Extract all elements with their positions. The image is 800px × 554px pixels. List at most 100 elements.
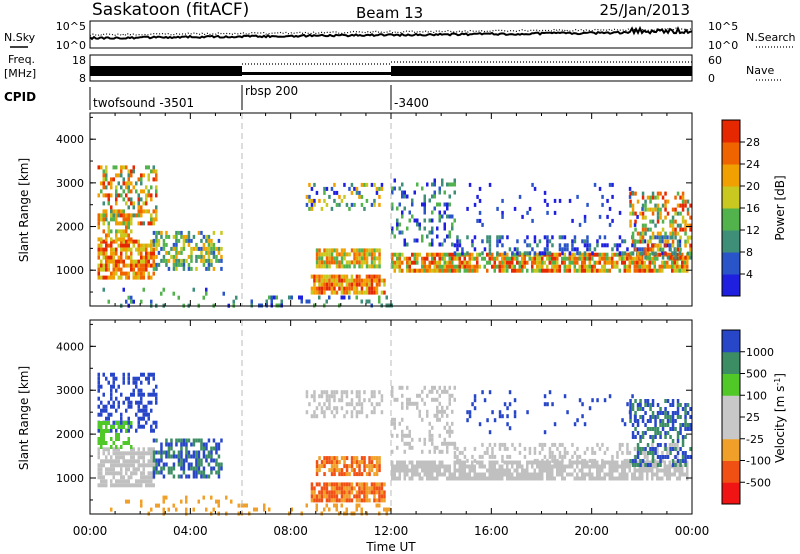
echo-cell	[398, 260, 401, 265]
echo-cell	[653, 256, 656, 261]
echo-cell	[315, 274, 319, 279]
echo-cell	[398, 385, 401, 390]
echo-cell	[548, 476, 551, 481]
echo-cell	[200, 254, 203, 259]
echo-cell	[689, 255, 692, 260]
echo-cell	[676, 191, 680, 196]
echo-cell	[689, 423, 692, 427]
echo-cell	[115, 463, 118, 468]
echo-cell	[423, 206, 426, 211]
echo-cell	[618, 251, 622, 256]
echo-cell	[543, 394, 547, 399]
echo-cell	[496, 251, 499, 256]
echo-cell	[391, 190, 394, 195]
echo-cell	[436, 389, 439, 394]
echo-cell	[115, 408, 118, 413]
echo-cell	[563, 247, 567, 252]
echo-cell	[518, 476, 521, 481]
echo-cell	[127, 467, 130, 472]
echo-cell	[345, 264, 349, 269]
echo-cell	[318, 498, 321, 503]
echo-cell	[476, 218, 479, 223]
echo-cell	[501, 243, 504, 248]
echo-cell	[558, 264, 561, 269]
echo-cell	[315, 472, 319, 477]
echo-cell	[102, 429, 105, 433]
echo-cell	[132, 299, 135, 304]
echo-cell	[117, 237, 120, 242]
echo-cell	[446, 182, 449, 187]
echo-cell	[483, 264, 486, 269]
echo-cell	[162, 474, 166, 479]
echo-cell	[117, 255, 120, 260]
echo-cell	[456, 454, 459, 459]
echo-cell	[593, 247, 597, 252]
echo-cell	[533, 450, 537, 455]
echo-cell	[538, 476, 541, 481]
echo-cell	[433, 397, 436, 402]
echo-cell	[155, 262, 158, 267]
echo-cell	[243, 503, 246, 508]
echo-cell	[370, 390, 374, 395]
echo-cell	[493, 454, 497, 459]
echo-cell	[593, 268, 596, 273]
echo-cell	[676, 211, 680, 216]
echo-cell	[488, 454, 492, 459]
echo-cell	[686, 211, 690, 216]
echo-cell	[553, 422, 557, 427]
echo-cell	[145, 263, 148, 268]
echo-cell	[634, 427, 637, 431]
echo-cell	[576, 476, 579, 481]
echo-cell	[448, 393, 451, 398]
echo-cell	[147, 259, 150, 264]
echo-cell	[348, 498, 351, 503]
echo-cell	[368, 472, 371, 477]
echo-cell	[130, 392, 133, 397]
echo-cell	[370, 182, 374, 187]
echo-cell	[611, 182, 614, 187]
echo-cell	[636, 455, 640, 459]
echo-cell	[461, 468, 464, 473]
echo-cell	[443, 222, 446, 227]
echo-cell	[150, 455, 153, 460]
echo-cell	[343, 295, 346, 300]
echo-cell	[205, 507, 208, 512]
echo-cell	[666, 419, 670, 423]
echo-cell	[568, 198, 572, 203]
echo-cell	[100, 412, 103, 417]
echo-cell	[588, 406, 592, 411]
echo-cell	[185, 499, 188, 504]
echo-cell	[473, 476, 476, 481]
echo-cell	[313, 394, 316, 399]
echo-cell	[192, 470, 196, 475]
echo-cell	[115, 388, 118, 393]
echo-cell	[421, 389, 424, 394]
echo-cell	[436, 202, 439, 207]
echo-cell	[175, 262, 178, 267]
echo-cell	[345, 507, 348, 512]
echo-cell	[396, 222, 399, 227]
echo-cell	[308, 198, 311, 203]
echo-cell	[102, 275, 105, 280]
echo-cell	[345, 472, 349, 477]
echo-cell	[190, 462, 193, 467]
echo-cell	[423, 460, 426, 465]
echo-cell	[686, 423, 690, 427]
echo-cell	[668, 264, 671, 269]
echo-cell	[649, 427, 652, 431]
echo-cell	[638, 260, 641, 265]
echo-cell	[553, 198, 557, 203]
echo-cell	[328, 274, 331, 279]
echo-cell	[428, 476, 431, 481]
echo-cell	[135, 400, 138, 405]
echo-cell	[217, 446, 221, 451]
echo-cell	[413, 252, 416, 257]
freq-right-tick-bottom: 0	[708, 72, 715, 85]
echo-cell	[373, 248, 376, 253]
echo-cell	[538, 251, 542, 256]
echo-cell	[506, 472, 509, 477]
echo-cell	[483, 464, 486, 469]
echo-cell	[330, 498, 334, 503]
echo-cell	[443, 210, 446, 215]
echo-cell	[107, 400, 110, 405]
